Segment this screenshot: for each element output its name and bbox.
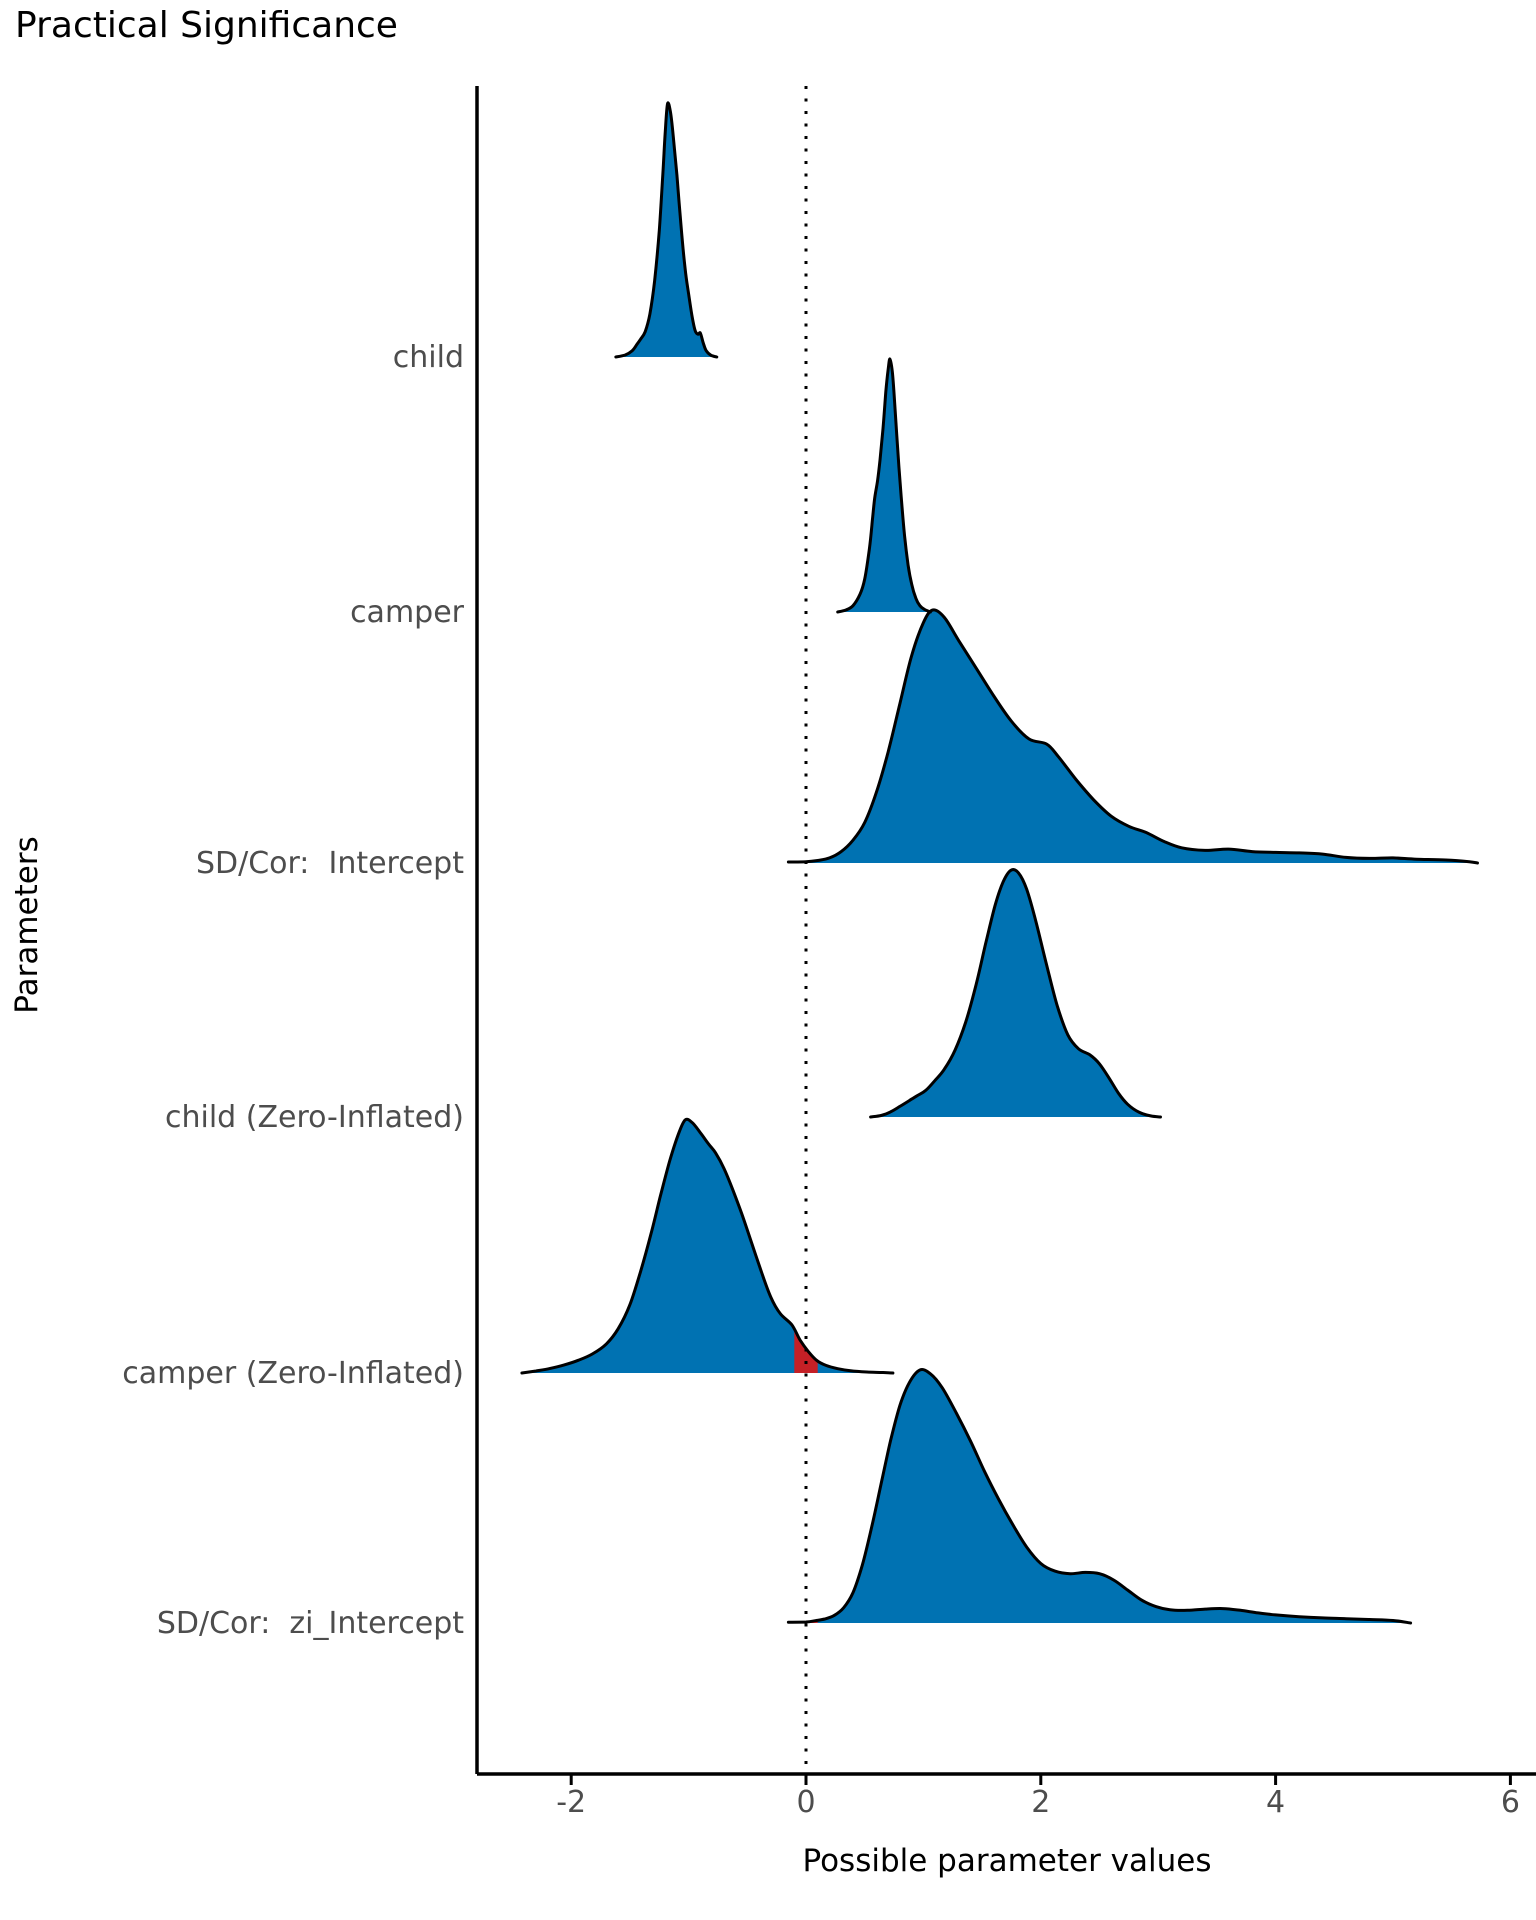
y-axis-label-child: child <box>393 340 464 375</box>
y-axis-title: Parameters <box>9 836 45 1014</box>
density-outline-child <box>614 101 719 359</box>
density-outline-camper <box>836 357 932 614</box>
x-tick-label-2: 2 <box>1031 1785 1050 1820</box>
density-area-camper <box>837 358 931 612</box>
density-area-sd-cor-intercept <box>788 609 1478 863</box>
x-tick-label--2: -2 <box>556 1785 586 1820</box>
density-area-child-zero-inflated <box>870 869 1161 1117</box>
x-tick-label-6: 6 <box>1501 1785 1520 1820</box>
y-axis-label-sd-cor-zi-intercept: SD/Cor: zi_Intercept <box>157 1606 464 1641</box>
y-axis-label-sd-cor-intercept: SD/Cor: Intercept <box>196 846 464 881</box>
density-area-child <box>615 102 717 357</box>
x-axis-title: Possible parameter values <box>802 1843 1212 1879</box>
y-axis-label-camper-zero-inflated: camper (Zero-Inflated) <box>122 1356 464 1391</box>
density-area-sd-cor-zi-intercept <box>788 1369 1411 1623</box>
chart-title: Practical Significance <box>15 5 398 46</box>
y-axis-label-child-zero-inflated: child (Zero-Inflated) <box>165 1100 464 1135</box>
x-tick-label-0: 0 <box>796 1785 815 1820</box>
density-outline-child-zero-inflated <box>869 868 1162 1119</box>
density-outline-camper-zero-inflated <box>520 1117 895 1375</box>
density-outline-sd-cor-intercept <box>786 608 1479 865</box>
density-outline-sd-cor-zi-intercept <box>786 1368 1413 1625</box>
density-area-camper-zero-inflated <box>521 1119 893 1373</box>
x-tick-label-4: 4 <box>1266 1785 1285 1820</box>
y-axis-label-camper: camper <box>350 595 465 630</box>
